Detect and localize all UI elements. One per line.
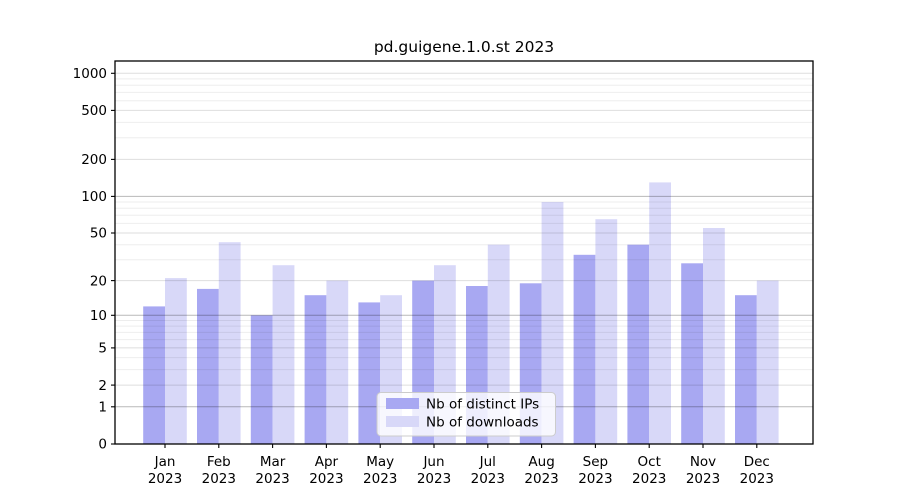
chart-title: pd.guigene.1.0.st 2023 — [374, 38, 554, 56]
x-tick-label-year: 2023 — [632, 471, 666, 487]
bar-nb-of-downloads-feb — [218, 242, 241, 444]
x-tick-label-month: Nov — [690, 454, 716, 470]
y-tick-label: 1 — [98, 400, 107, 416]
x-tick-label-month: Mar — [260, 454, 286, 470]
legend-label-nb-of-distinct-ips: Nb of distinct IPs — [426, 397, 539, 413]
x-tick-label-month: Jun — [422, 454, 444, 470]
y-tick-label: 20 — [90, 273, 107, 289]
legend-box — [376, 392, 556, 437]
y-tick-label: 100 — [81, 189, 107, 205]
x-tick-label-year: 2023 — [686, 471, 720, 487]
y-tick-label: 0 — [98, 437, 107, 453]
x-tick-label-month: Apr — [315, 454, 339, 470]
bar-nb-of-distinct-ips-may — [358, 302, 381, 444]
bar-nb-of-distinct-ips-mar — [250, 315, 273, 444]
bar-nb-of-downloads-apr — [326, 280, 349, 444]
bar-nb-of-distinct-ips-jan — [143, 306, 165, 444]
y-tick-label: 2 — [98, 378, 107, 394]
x-tick-label-year: 2023 — [578, 471, 612, 487]
bar-nb-of-distinct-ips-sep — [573, 254, 596, 444]
y-tick-label: 500 — [81, 103, 107, 119]
bar-nb-of-downloads-sep — [595, 219, 618, 444]
y-tick-label: 200 — [81, 152, 107, 168]
x-tick-label-year: 2023 — [255, 471, 289, 487]
x-tick-label-month: Sep — [583, 454, 608, 470]
x-tick-label-month: Aug — [528, 454, 554, 470]
x-tick-label-year: 2023 — [524, 471, 558, 487]
legend: Nb of distinct IPs Nb of downloads — [376, 392, 556, 437]
grid-layer — [115, 72, 813, 408]
x-tick-label-month: Feb — [207, 454, 231, 470]
bar-nb-of-downloads-aug — [541, 202, 564, 444]
bar-nb-of-downloads-dec — [756, 280, 779, 444]
y-tick-label: 1000 — [73, 66, 107, 82]
x-tick-label-year: 2023 — [148, 471, 182, 487]
legend-swatch-nb-of-downloads — [386, 416, 419, 427]
x-tick-label-month: May — [366, 454, 394, 470]
x-tick-label-year: 2023 — [363, 471, 397, 487]
x-tick-label-month: Dec — [744, 454, 770, 470]
bar-nb-of-downloads-oct — [649, 182, 671, 444]
x-tick-label-month: Jul — [479, 454, 496, 470]
legend-label-nb-of-downloads: Nb of downloads — [426, 415, 539, 431]
bar-nb-of-downloads-mar — [272, 265, 295, 444]
y-tick-label: 5 — [98, 341, 107, 357]
x-tick-label-year: 2023 — [309, 471, 343, 487]
bar-nb-of-downloads-nov — [703, 228, 725, 444]
x-tick-label-year: 2023 — [417, 471, 451, 487]
x-tick-label-year: 2023 — [202, 471, 236, 487]
legend-swatch-nb-of-distinct-ips — [386, 398, 419, 409]
y-tick-label: 50 — [90, 226, 107, 242]
plot-border — [114, 60, 814, 445]
x-tick-label-month: Jan — [154, 454, 176, 470]
axes-layer: 01251020501002005001000Jan2023Feb2023Mar… — [73, 60, 814, 487]
bar-nb-of-distinct-ips-oct — [627, 244, 650, 444]
y-tick-label: 10 — [90, 308, 107, 324]
bar-nb-of-distinct-ips-feb — [197, 288, 219, 444]
x-tick-label-year: 2023 — [740, 471, 774, 487]
bar-nb-of-distinct-ips-apr — [304, 295, 327, 444]
x-tick-label-year: 2023 — [471, 471, 505, 487]
bar-nb-of-distinct-ips-nov — [681, 263, 703, 444]
bar-nb-of-distinct-ips-dec — [735, 295, 757, 444]
bar-nb-of-downloads-jan — [165, 278, 187, 444]
x-tick-label-month: Oct — [638, 454, 661, 470]
